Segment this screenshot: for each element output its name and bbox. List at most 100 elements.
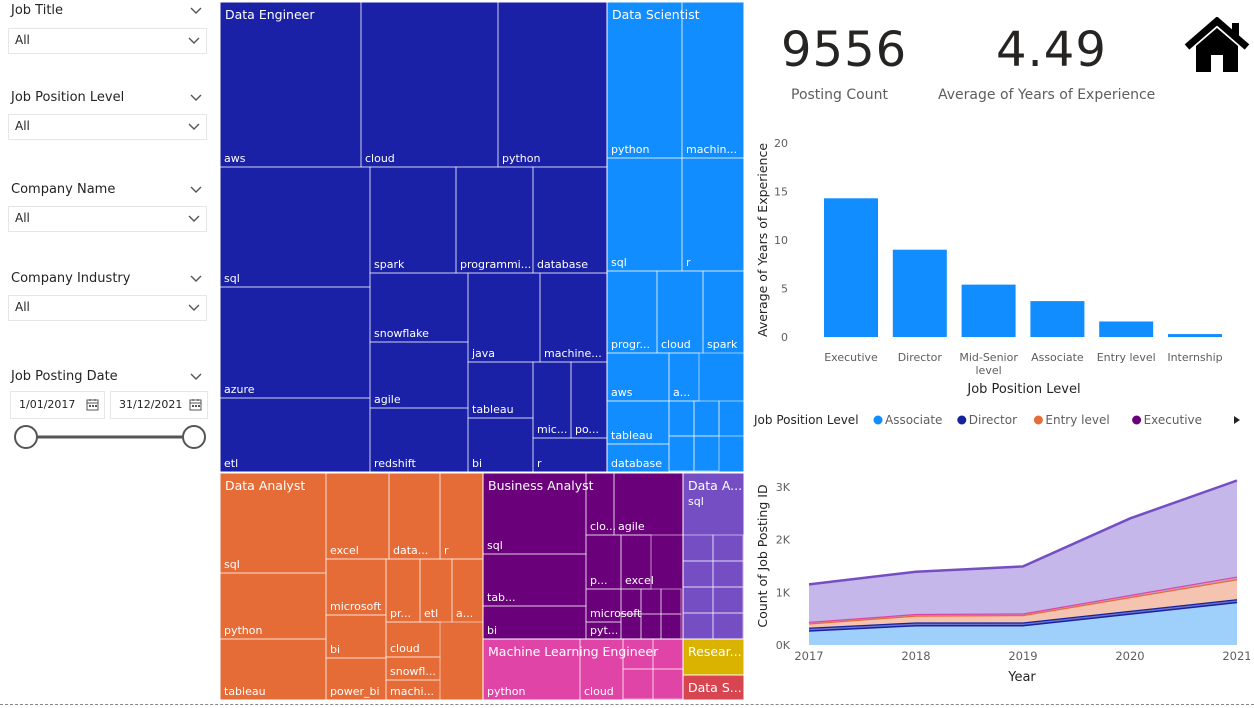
y-tick-label: 1K — [776, 586, 791, 599]
dropdown-value: All — [15, 300, 30, 314]
treemap-tile-label: snowflake — [374, 327, 429, 340]
end-date-input[interactable]: 31/12/2021 — [110, 391, 208, 419]
date-range-slider[interactable] — [10, 423, 210, 451]
job-position-level-dropdown[interactable]: All — [8, 114, 207, 140]
x-tick-label: Associate — [1031, 351, 1084, 364]
y-tick-label: 2K — [776, 534, 791, 547]
treemap-tile[interactable] — [702, 270, 744, 354]
calendar-icon[interactable] — [189, 398, 202, 411]
x-tick-label: 2021 — [1222, 649, 1250, 663]
series-line[interactable] — [808, 479, 1238, 586]
bar[interactable] — [824, 198, 878, 337]
legend-title: Job Position Level — [753, 413, 859, 427]
treemap-tile-label: a... — [673, 386, 690, 399]
y-tick-label: 0 — [781, 331, 788, 344]
y-tick-label: 5 — [781, 283, 788, 296]
bar[interactable] — [1099, 321, 1154, 337]
legend-item[interactable]: Entry level — [1045, 413, 1109, 427]
play-arrow-icon[interactable] — [1234, 416, 1240, 424]
treemap-group[interactable]: sql clo... agile tab... p... excel bi microsoft… — [482, 472, 684, 640]
treemap-tile-label: machin... — [686, 143, 737, 156]
treemap-group[interactable]: python cloud Machine Learning Engineer — [482, 638, 684, 700]
treemap-group[interactable]: aws cloud python sql spark programmi... databa… — [220, 2, 608, 473]
treemap-tile-label: mic... — [537, 423, 567, 436]
treemap-group-label: Business Analyst — [488, 478, 594, 493]
bar[interactable] — [1030, 301, 1085, 337]
treemap-group[interactable]: python machin... sql r progr... cloud spark aws… — [606, 2, 744, 473]
treemap-tile-label: po... — [575, 423, 599, 436]
dropdown-value: All — [15, 119, 30, 133]
treemap-group[interactable]: sql Data A... — [682, 472, 744, 640]
start-date-value: 1/01/2017 — [19, 398, 76, 411]
skills-treemap[interactable]: aws cloud python sql spark programmi... databa… — [220, 2, 744, 700]
treemap-tile-label: spark — [374, 258, 405, 271]
treemap-group[interactable]: Resear... — [682, 638, 744, 676]
treemap-tile-label: bi — [330, 643, 340, 656]
treemap-group-block[interactable] — [220, 472, 484, 700]
bar[interactable] — [961, 284, 1016, 337]
x-tick-label: 2020 — [1115, 649, 1144, 663]
treemap-tile-label: sql — [224, 272, 240, 285]
y-tick-label: 20 — [774, 137, 788, 150]
legend-marker[interactable] — [957, 415, 967, 425]
treemap-tile[interactable] — [325, 657, 387, 700]
treemap-tile-label: aws — [611, 386, 633, 399]
treemap-tile-label: cloud — [584, 685, 614, 698]
posting-count-value: 9556 — [781, 22, 908, 78]
treemap-tile-label: etl — [224, 457, 238, 470]
job-title-dropdown[interactable]: All — [8, 28, 207, 54]
treemap-tile[interactable] — [385, 679, 441, 700]
chevron-down-icon[interactable] — [190, 186, 202, 194]
postings-area-chart[interactable]: Job Position Level Associate Director Entry… — [750, 408, 1250, 698]
area-series[interactable] — [809, 480, 1237, 622]
treemap-group-label: Data Analyst — [225, 478, 305, 493]
area-series[interactable] — [809, 579, 1237, 628]
treemap-tile-label: power_bi — [330, 685, 380, 698]
x-tick-label: Mid-Senior level — [959, 351, 1018, 377]
area-series[interactable] — [809, 601, 1237, 645]
treemap-group-block[interactable] — [682, 674, 744, 700]
legend-marker[interactable] — [1132, 415, 1142, 425]
slicer-title: Job Title — [11, 3, 64, 18]
slider-start-handle[interactable] — [14, 425, 38, 449]
slicer-title: Job Position Level — [11, 90, 125, 105]
series-line[interactable] — [808, 600, 1238, 632]
calendar-icon[interactable] — [86, 398, 99, 411]
series-line[interactable] — [808, 575, 1238, 624]
company-industry-dropdown[interactable]: All — [8, 295, 207, 321]
chevron-down-icon — [188, 215, 200, 222]
chevron-down-icon — [188, 37, 200, 44]
chevron-down-icon[interactable] — [190, 94, 202, 102]
start-date-input[interactable]: 1/01/2017 — [10, 391, 105, 419]
treemap-tile-label: agile — [618, 520, 645, 533]
legend-item[interactable]: Director — [969, 413, 1017, 427]
legend-marker[interactable] — [873, 415, 883, 425]
treemap-tile-label: cloud — [390, 642, 420, 655]
slicer-title: Company Name — [11, 182, 116, 197]
treemap-group[interactable]: Data S... — [682, 674, 744, 700]
chevron-down-icon[interactable] — [190, 7, 202, 15]
legend-item[interactable]: Associate — [885, 413, 942, 427]
slider-end-handle[interactable] — [182, 425, 206, 449]
x-tick-label: Director — [898, 351, 943, 364]
years-experience-bar-chart[interactable]: 0 5 10 15 20 Executive Director Mid-Senior level… — [750, 130, 1250, 400]
bar[interactable] — [1168, 334, 1222, 337]
treemap-group-block[interactable] — [220, 2, 608, 473]
y-tick-label: 10 — [774, 234, 788, 247]
company-name-dropdown[interactable]: All — [8, 206, 207, 232]
bar[interactable] — [892, 249, 947, 337]
treemap-tile-label: tab... — [487, 591, 516, 604]
legend-marker[interactable] — [1033, 415, 1043, 425]
chevron-down-icon — [188, 123, 200, 130]
legend-item[interactable]: Executive — [1144, 413, 1202, 427]
treemap-group-block[interactable] — [606, 2, 744, 473]
chevron-down-icon[interactable] — [190, 373, 202, 381]
chevron-down-icon[interactable] — [190, 275, 202, 283]
treemap-tile-label: spark — [707, 338, 738, 351]
treemap-group[interactable]: sql excel data... r microsoft pr... etl a... pyt… — [220, 472, 484, 700]
treemap-tile-label: excel — [330, 544, 359, 557]
treemap-group-label: Resear... — [688, 644, 742, 659]
home-icon[interactable] — [1183, 17, 1251, 75]
treemap-group-block[interactable] — [682, 638, 744, 676]
treemap-tile-label: database — [537, 258, 588, 271]
